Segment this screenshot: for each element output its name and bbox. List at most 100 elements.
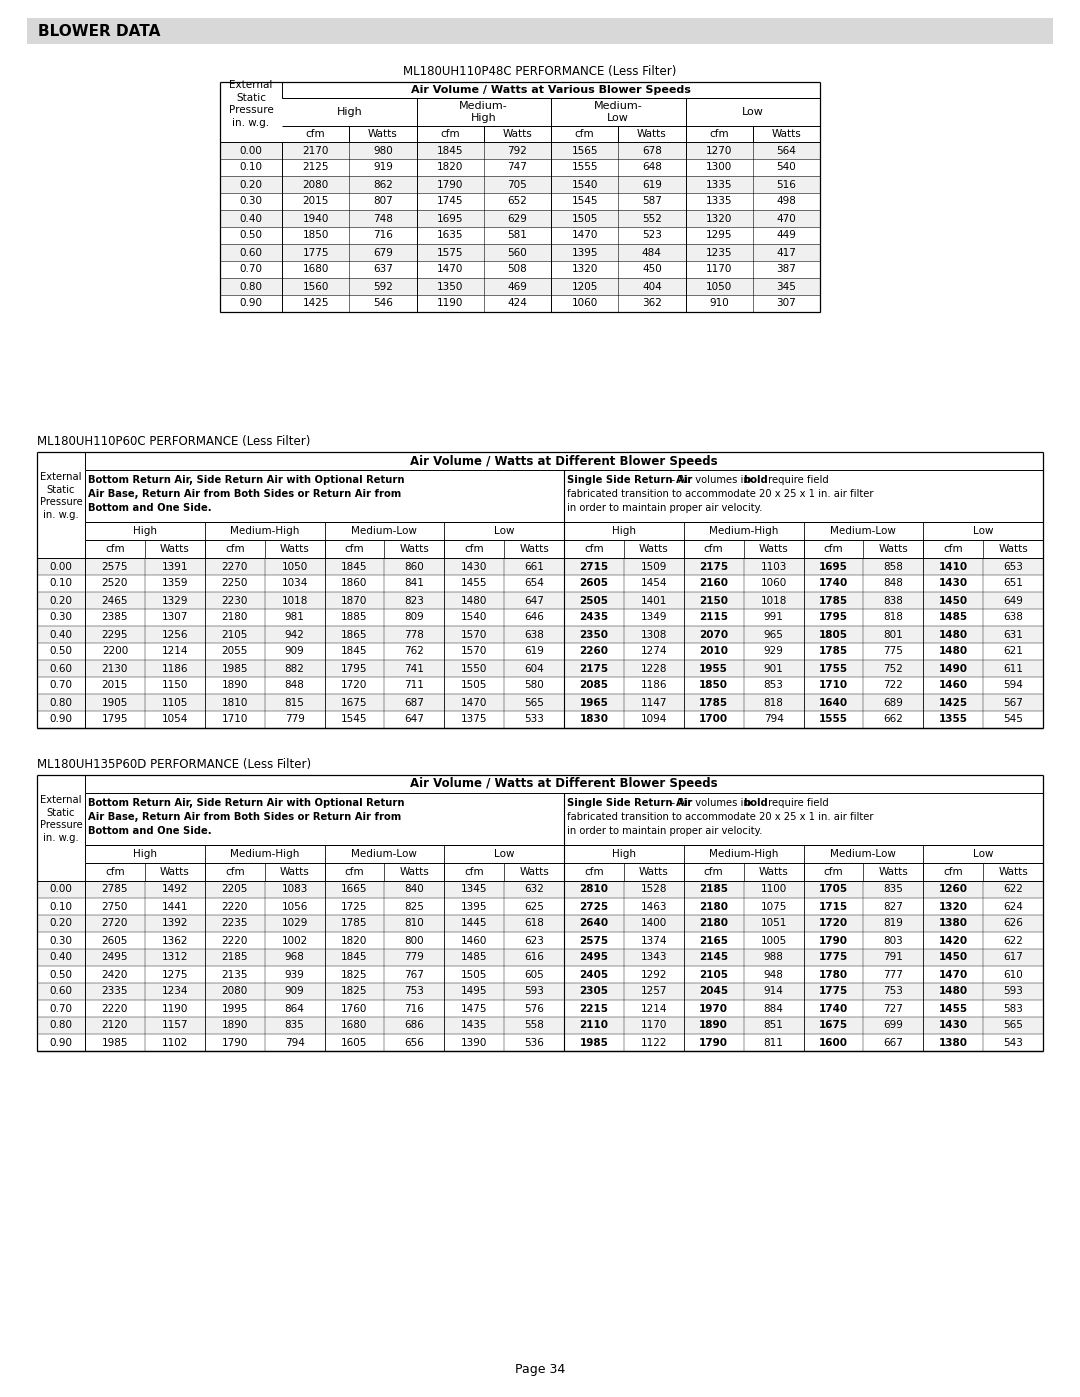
Text: 1509: 1509 xyxy=(640,562,667,571)
Bar xyxy=(37,576,1043,592)
Text: 498: 498 xyxy=(777,197,796,207)
Bar xyxy=(37,983,1043,1000)
Text: 654: 654 xyxy=(524,578,544,588)
Text: 1029: 1029 xyxy=(282,918,308,929)
Text: Low: Low xyxy=(973,527,994,536)
Text: cfm: cfm xyxy=(943,543,963,555)
Text: 1675: 1675 xyxy=(341,697,367,707)
Text: 1505: 1505 xyxy=(571,214,598,224)
Bar xyxy=(37,678,1043,694)
Text: 2135: 2135 xyxy=(221,970,248,979)
Text: 968: 968 xyxy=(285,953,305,963)
Text: 2185: 2185 xyxy=(699,884,728,894)
Text: 2110: 2110 xyxy=(580,1020,608,1031)
Text: High: High xyxy=(133,849,157,859)
Text: 1190: 1190 xyxy=(437,299,463,309)
Text: 1790: 1790 xyxy=(221,1038,248,1048)
Text: 2250: 2250 xyxy=(221,578,248,588)
Text: 0.90: 0.90 xyxy=(50,714,72,725)
Text: cfm: cfm xyxy=(464,868,484,877)
Text: 1005: 1005 xyxy=(760,936,786,946)
Bar xyxy=(37,965,1043,983)
Text: 1575: 1575 xyxy=(437,247,463,257)
Text: 2215: 2215 xyxy=(580,1003,608,1013)
Text: cfm: cfm xyxy=(575,129,594,138)
Text: Low: Low xyxy=(973,849,994,859)
Text: 0.20: 0.20 xyxy=(240,179,262,190)
Text: 1825: 1825 xyxy=(341,986,367,996)
Text: Medium-High: Medium-High xyxy=(230,527,299,536)
Text: 819: 819 xyxy=(883,918,903,929)
Text: Bottom and One Side.: Bottom and One Side. xyxy=(87,826,212,835)
Bar xyxy=(37,915,1043,932)
Text: 1256: 1256 xyxy=(162,630,188,640)
Bar xyxy=(220,142,820,159)
Text: 1186: 1186 xyxy=(640,680,667,690)
Text: 1425: 1425 xyxy=(302,299,329,309)
Bar xyxy=(37,1034,1043,1051)
Text: fabricated transition to accommodate 20 x 25 x 1 in. air filter: fabricated transition to accommodate 20 … xyxy=(567,812,874,821)
Text: 1295: 1295 xyxy=(706,231,732,240)
Text: 610: 610 xyxy=(1003,970,1023,979)
Text: 0.70: 0.70 xyxy=(50,680,72,690)
Text: 1680: 1680 xyxy=(341,1020,367,1031)
Text: 1775: 1775 xyxy=(819,986,848,996)
Text: 2305: 2305 xyxy=(580,986,608,996)
Text: 545: 545 xyxy=(1003,714,1023,725)
Text: 0.90: 0.90 xyxy=(50,1038,72,1048)
Text: 484: 484 xyxy=(642,247,662,257)
Text: 611: 611 xyxy=(1003,664,1023,673)
Text: Watts: Watts xyxy=(878,543,908,555)
Text: 1955: 1955 xyxy=(699,664,728,673)
Text: 2640: 2640 xyxy=(579,918,608,929)
Text: 841: 841 xyxy=(404,578,424,588)
Text: 1257: 1257 xyxy=(640,986,667,996)
Text: 1214: 1214 xyxy=(162,647,188,657)
Text: 716: 716 xyxy=(373,231,393,240)
Text: require field: require field xyxy=(765,798,828,807)
Text: 792: 792 xyxy=(508,145,527,155)
Bar xyxy=(220,210,820,226)
Text: 1400: 1400 xyxy=(640,918,667,929)
Text: 827: 827 xyxy=(883,901,903,911)
Bar xyxy=(282,82,820,98)
Text: 0.50: 0.50 xyxy=(50,970,72,979)
Text: 1320: 1320 xyxy=(571,264,598,274)
Text: Watts: Watts xyxy=(639,543,669,555)
Text: 2495: 2495 xyxy=(580,953,608,963)
Text: 1056: 1056 xyxy=(282,901,308,911)
Text: cfm: cfm xyxy=(441,129,460,138)
Text: Medium-High: Medium-High xyxy=(708,527,779,536)
Text: 1395: 1395 xyxy=(461,901,487,911)
Text: 567: 567 xyxy=(1003,697,1023,707)
Text: 853: 853 xyxy=(764,680,783,690)
Text: 1780: 1780 xyxy=(819,970,848,979)
Text: 1970: 1970 xyxy=(699,1003,728,1013)
Text: 593: 593 xyxy=(524,986,544,996)
Text: 543: 543 xyxy=(1003,1038,1023,1048)
Text: 752: 752 xyxy=(883,664,903,673)
Text: 1985: 1985 xyxy=(102,1038,129,1048)
Text: 1570: 1570 xyxy=(461,630,487,640)
Text: 2605: 2605 xyxy=(580,578,608,588)
Text: 779: 779 xyxy=(285,714,305,725)
Text: 2145: 2145 xyxy=(699,953,728,963)
Bar xyxy=(37,469,1043,522)
Text: 1745: 1745 xyxy=(437,197,463,207)
Text: 2015: 2015 xyxy=(102,680,129,690)
Text: 1790: 1790 xyxy=(699,1038,728,1048)
Text: 2080: 2080 xyxy=(302,179,328,190)
Text: 1480: 1480 xyxy=(939,647,968,657)
Text: 1050: 1050 xyxy=(706,282,732,292)
Bar xyxy=(220,244,820,261)
Text: Watts: Watts xyxy=(160,543,190,555)
Text: 689: 689 xyxy=(883,697,903,707)
Text: 753: 753 xyxy=(404,986,424,996)
Text: 779: 779 xyxy=(404,953,424,963)
Text: 1870: 1870 xyxy=(341,595,367,605)
Text: 622: 622 xyxy=(1003,936,1023,946)
Text: 1710: 1710 xyxy=(819,680,848,690)
Text: 581: 581 xyxy=(508,231,527,240)
Text: 1307: 1307 xyxy=(162,612,188,623)
Text: 2220: 2220 xyxy=(102,1003,129,1013)
